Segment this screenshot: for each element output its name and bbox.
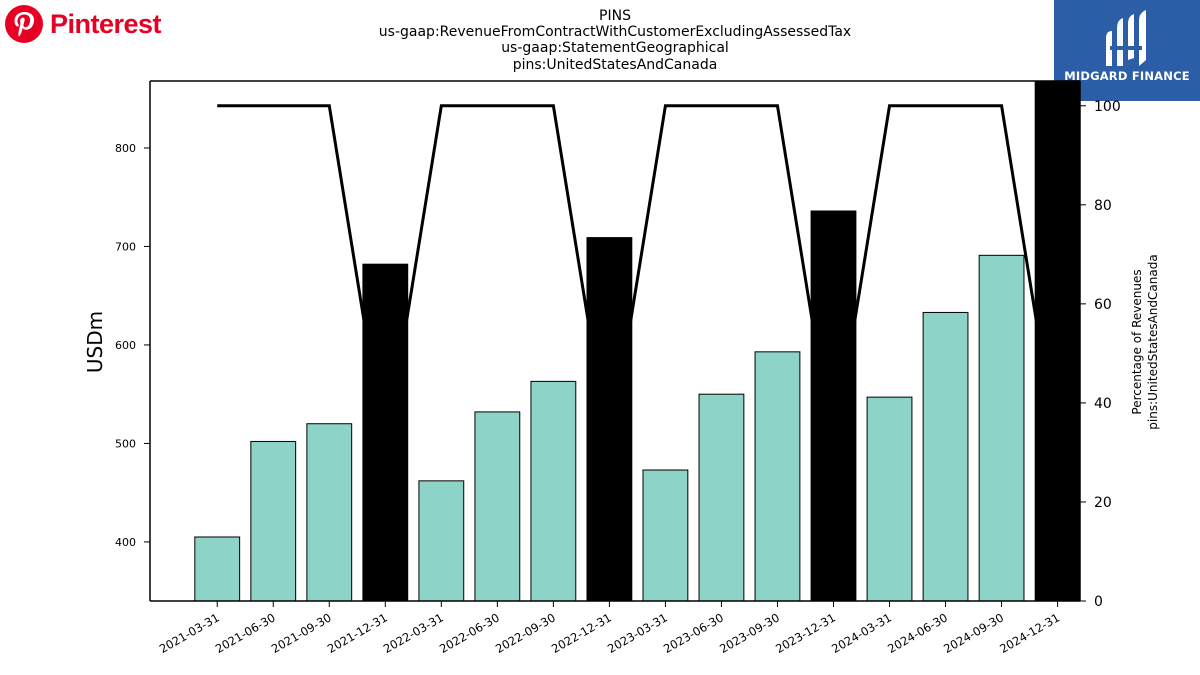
chart-title-line: pins:UnitedStatesAndCanada: [513, 57, 718, 73]
x-tick-label: 2024-03-31: [829, 610, 894, 656]
x-tick-label: 2021-03-31: [157, 610, 222, 656]
y-tick-label: 700: [115, 240, 136, 253]
annual-bar: [810, 210, 857, 602]
y2-tick-label: 0: [1094, 594, 1103, 610]
x-tick-label: 2024-12-31: [997, 610, 1062, 656]
chart-title-line: us-gaap:RevenueFromContractWithCustomerE…: [379, 24, 851, 40]
quarter-bar: [474, 411, 521, 602]
annual-bar: [586, 237, 633, 602]
annual-bar: [362, 263, 409, 602]
quarter-bar: [530, 380, 577, 602]
quarter-bar: [698, 393, 745, 602]
x-tick-label: 2022-09-30: [493, 610, 558, 656]
pinterest-p-icon: [5, 5, 43, 43]
annual-bar: [1034, 80, 1081, 602]
y-tick-label: 800: [115, 142, 136, 155]
chart-title-line: us-gaap:StatementGeographical: [501, 40, 729, 56]
midgard-finance-wordmark: MIDGARD FINANCE: [1064, 69, 1190, 83]
y2-tick-label: 60: [1094, 297, 1112, 313]
quarter-bar: [642, 469, 689, 602]
x-tick-label: 2023-06-30: [661, 610, 726, 656]
midgard-monogram-icon: [1106, 10, 1146, 66]
percentage-line: [217, 104, 1060, 453]
x-tick-label: 2023-03-31: [605, 610, 670, 656]
y-axis-label: USDm: [83, 311, 107, 373]
quarter-bar: [922, 311, 969, 602]
y2-axis-label: pins:UnitedStatesAndCanada: [1146, 254, 1160, 429]
y2-tick-label: 40: [1094, 396, 1112, 412]
pinterest-logo: Pinterest: [4, 4, 162, 44]
quarter-bar: [418, 480, 465, 602]
pinterest-wordmark: Pinterest: [50, 8, 162, 39]
x-tick-label: 2021-06-30: [213, 610, 278, 656]
quarter-bar: [250, 440, 297, 602]
quarter-bar: [194, 536, 241, 602]
x-tick-label: 2024-06-30: [885, 610, 950, 656]
x-tick-label: 2024-09-30: [941, 610, 1006, 656]
y-tick-label: 500: [115, 437, 136, 450]
x-tick-label: 2023-09-30: [717, 610, 782, 656]
quarter-bar: [306, 423, 353, 602]
y2-tick-label: 20: [1094, 495, 1112, 511]
x-tick-label: 2022-06-30: [437, 610, 502, 656]
y2-tick-label: 80: [1094, 198, 1112, 214]
quarter-bar: [978, 254, 1025, 602]
y-tick-label: 600: [115, 339, 136, 352]
midgard-finance-logo: MIDGARD FINANCE: [1054, 0, 1200, 101]
x-tick-label: 2021-12-31: [325, 610, 390, 656]
chart-title-line: PINS: [599, 8, 631, 24]
x-tick-label: 2022-03-31: [381, 610, 446, 656]
y-tick-label: 400: [115, 536, 136, 549]
y2-tick-label: 100: [1094, 99, 1121, 115]
y2-axis-label: Percentage of Revenues: [1130, 269, 1144, 414]
percentage-line-series: [217, 104, 1060, 453]
x-tick-label: 2023-12-31: [773, 610, 838, 656]
bar-series: [194, 80, 1081, 602]
x-tick-label: 2021-09-30: [269, 610, 334, 656]
quarter-bar: [866, 396, 913, 602]
x-tick-label: 2022-12-31: [549, 610, 614, 656]
chart-title: PINS us-gaap:RevenueFromContractWithCust…: [379, 8, 851, 73]
quarter-bar: [754, 351, 801, 602]
